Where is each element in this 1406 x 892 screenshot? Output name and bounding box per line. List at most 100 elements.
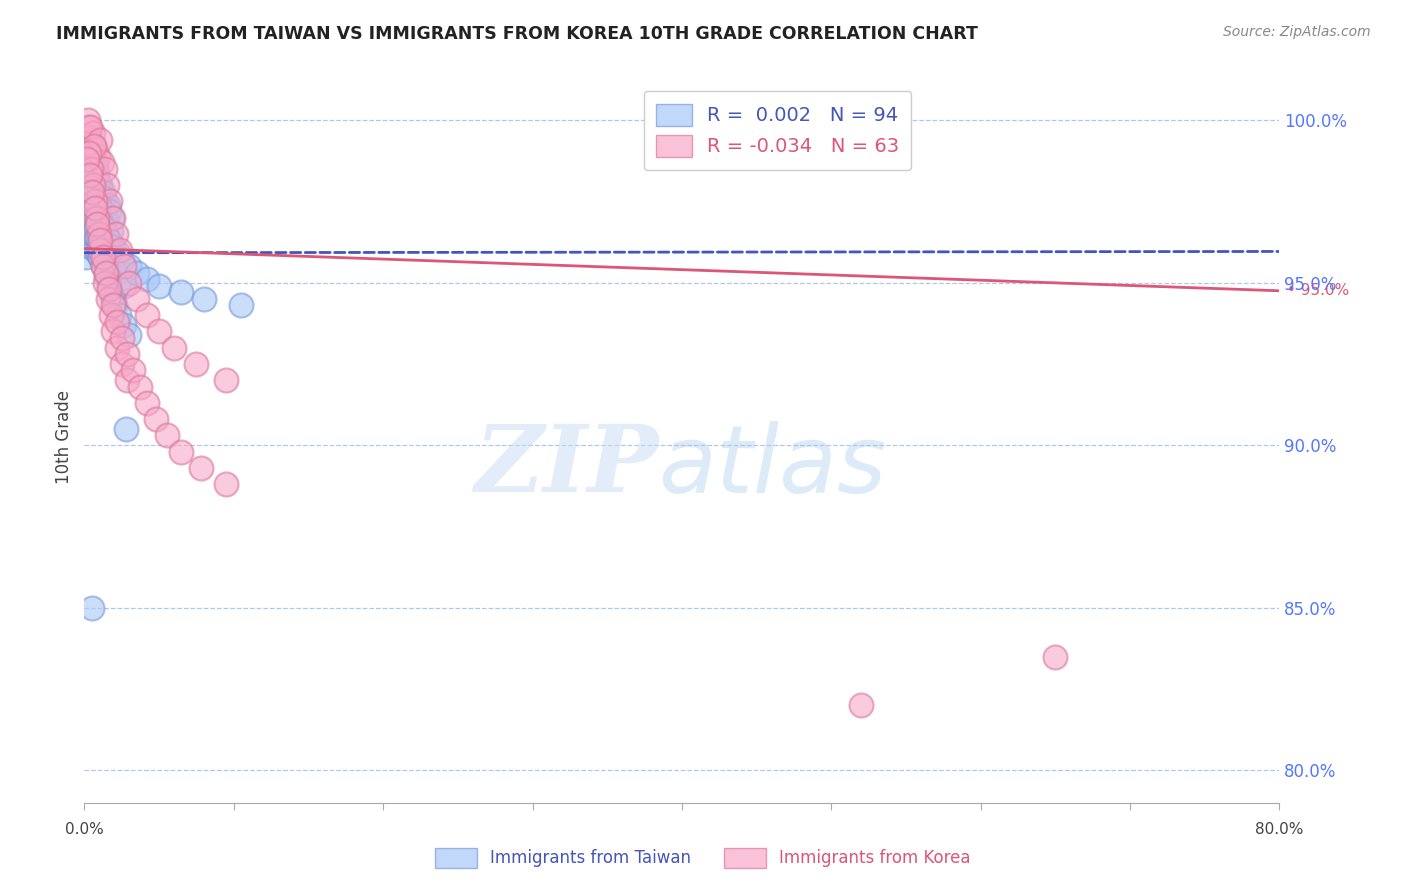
Point [90,191,112,205]
Point [86,171,108,186]
Point [103,240,125,254]
Point [128,380,150,394]
Point [89,185,111,199]
Point [76,113,98,128]
Point [86,211,108,225]
Point [94,266,117,280]
Point [76,129,98,144]
Point [76,145,98,160]
Point [75,139,97,153]
Point [136,272,159,286]
Point [79,120,101,134]
Point [103,260,125,274]
Point [93,161,115,176]
Point [108,243,131,257]
Point [87,227,110,241]
Point [94,240,117,254]
Point [79,142,101,156]
Point [82,185,104,199]
Point [101,298,124,312]
Text: 0.0%: 0.0% [65,822,104,838]
Point [148,325,170,339]
Point [77,234,100,248]
Point [77,145,100,160]
Point [108,308,131,322]
Point [82,178,104,193]
Point [98,279,121,293]
Point [87,197,110,211]
Point [82,161,104,176]
Point [89,133,111,147]
Point [86,169,108,183]
Point [79,169,101,183]
Point [87,234,110,248]
Point [86,149,108,163]
Point [96,227,118,241]
Point [93,252,115,267]
Point [79,136,101,150]
Point [125,266,148,280]
Legend: R =  0.002   N = 94, R = -0.034   N = 63: R = 0.002 N = 94, R = -0.034 N = 63 [644,91,911,169]
Point [98,194,121,209]
Point [105,227,128,241]
Point [190,461,212,475]
Point [77,152,100,166]
Point [84,220,107,235]
Point [76,152,98,166]
Point [83,243,105,257]
Point [163,341,186,355]
Point [75,194,97,209]
Point [115,373,138,387]
Point [118,327,141,342]
Point [125,292,148,306]
Point [89,234,111,248]
Point [94,269,117,284]
Text: IMMIGRANTS FROM TAIWAN VS IMMIGRANTS FROM KOREA 10TH GRADE CORRELATION CHART: IMMIGRANTS FROM TAIWAN VS IMMIGRANTS FRO… [56,25,979,43]
Point [77,224,100,238]
Point [100,308,122,322]
Point [89,214,111,228]
Point [93,191,115,205]
Text: Source: ZipAtlas.com: Source: ZipAtlas.com [1223,25,1371,39]
Text: ZIP: ZIP [474,421,658,511]
Point [155,428,177,442]
Point [115,422,138,436]
Point [215,477,238,491]
Point [93,217,115,231]
Point [87,240,110,254]
Point [186,357,208,371]
Point [112,279,135,293]
Point [215,373,238,387]
Point [84,230,107,244]
Point [86,211,108,225]
Point [107,246,129,260]
Point [105,341,128,355]
Point [91,185,114,199]
Point [89,250,111,264]
Point [96,178,118,193]
Point [82,227,104,241]
Point [90,204,112,219]
Point [145,412,167,426]
Point [193,292,215,306]
Point [83,165,105,179]
Point [82,159,104,173]
Point [75,250,97,264]
Point [83,201,105,215]
Point [98,204,121,219]
Point [98,234,121,248]
Point [105,315,128,329]
Point [77,120,100,134]
Point [75,161,97,176]
Point [80,204,103,219]
Point [105,266,128,280]
Point [91,260,114,274]
Point [96,197,118,211]
Point [86,246,108,260]
Point [76,217,98,231]
Point [84,159,107,173]
Point [94,276,117,290]
Point [83,207,105,221]
Point [83,139,105,153]
Point [87,197,110,211]
